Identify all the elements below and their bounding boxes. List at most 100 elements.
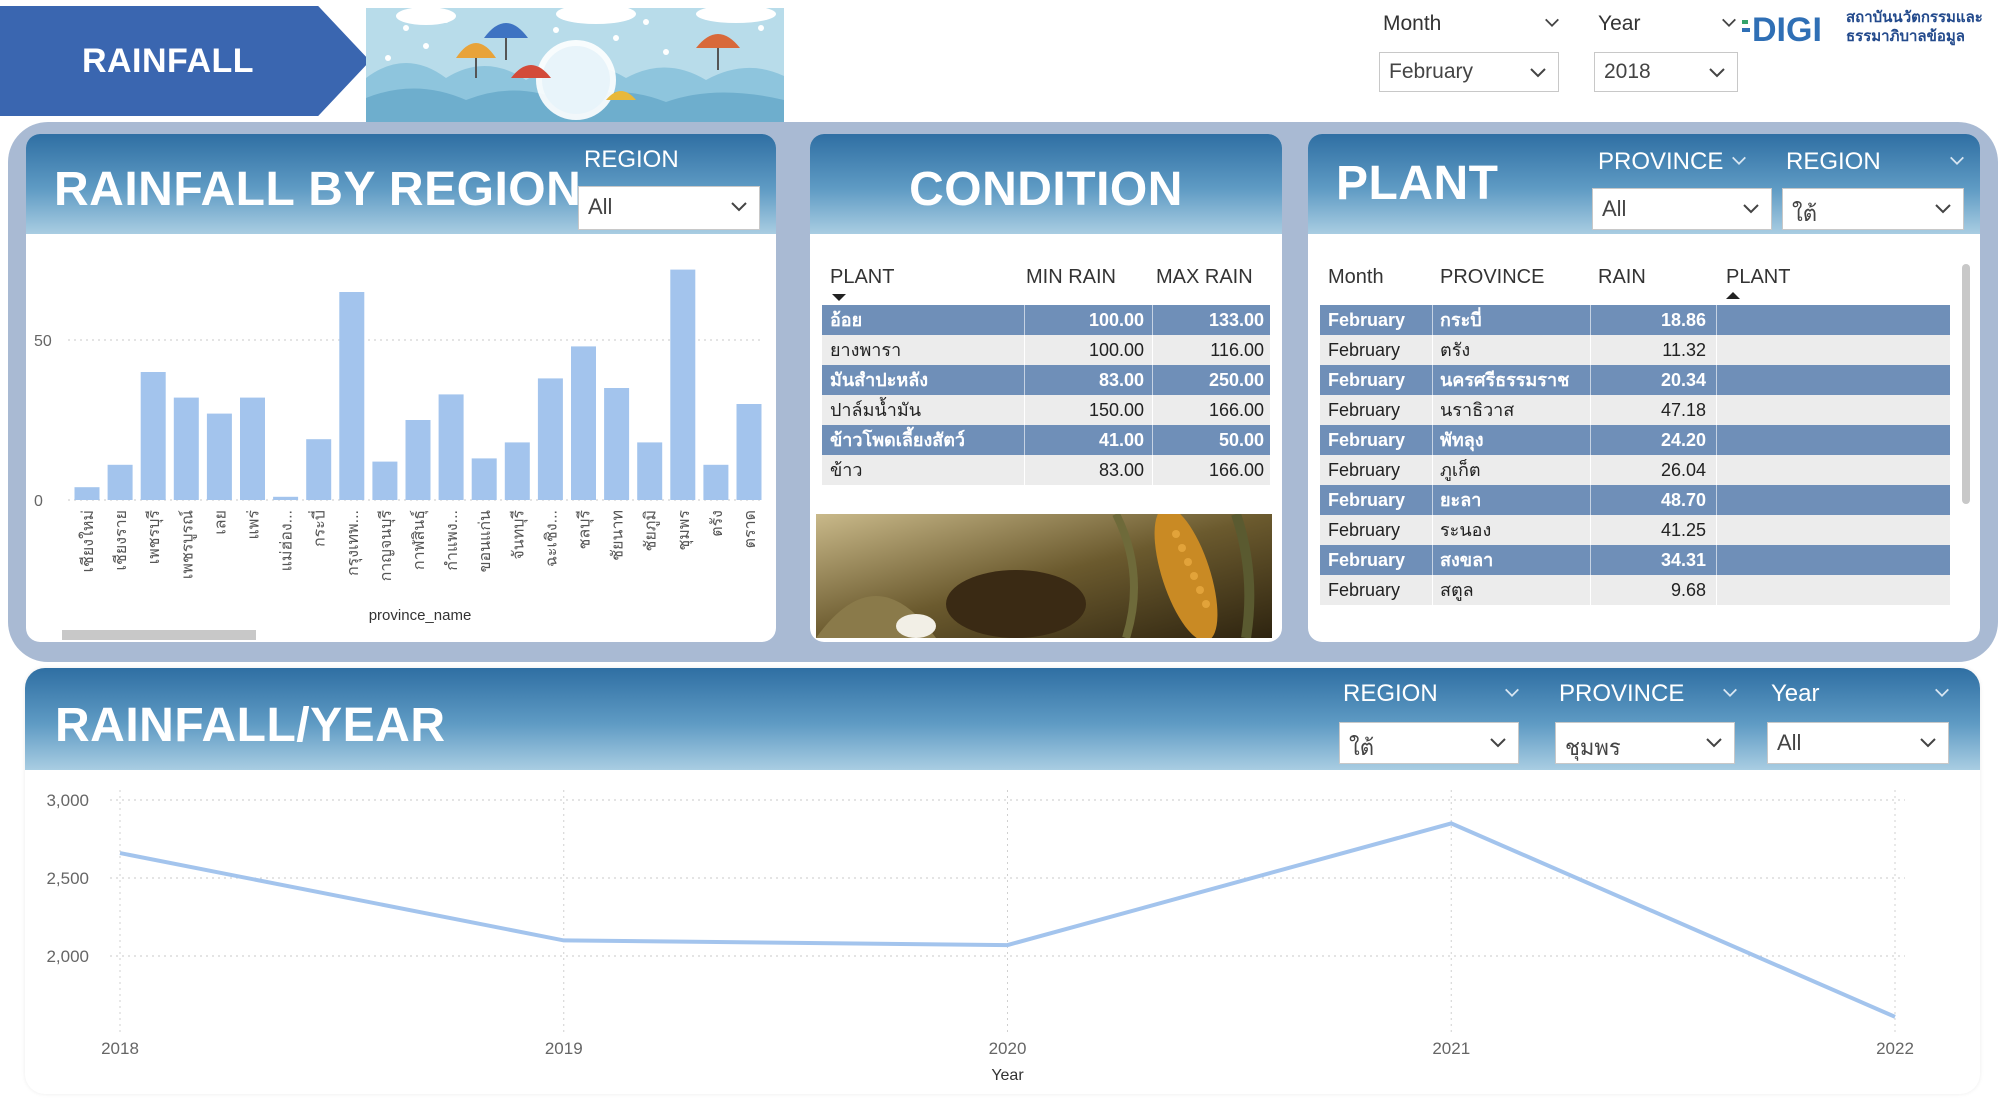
year-card-region-dropdown[interactable]: ใต้ [1339, 722, 1519, 764]
bar[interactable] [438, 394, 464, 500]
bar[interactable] [206, 413, 232, 500]
region-filter-value: All [588, 194, 613, 219]
plant-table-row[interactable]: February สงขลา 34.31 [1320, 545, 1950, 575]
plant-cell-province: ยะลา [1440, 490, 1482, 510]
plant-col-plant[interactable]: PLANT [1726, 266, 1791, 288]
year-dropdown[interactable]: 2018 [1594, 52, 1738, 92]
plant-col-month[interactable]: Month [1328, 266, 1384, 288]
year-card-year-label: Year [1771, 680, 1951, 708]
plant-cell-rain: 26.04 [1660, 460, 1706, 480]
x-tick-label: ชัยภูมิ [643, 510, 661, 551]
digi-logo: DIGI [1742, 11, 1822, 48]
bar[interactable] [670, 269, 696, 500]
x-tick-label: ขอนแก่น [477, 510, 494, 572]
plant-cell-rain: 11.32 [1662, 340, 1706, 360]
plant-cell-province: สงขลา [1440, 550, 1494, 570]
condition-table-row[interactable]: ปาล์มน้ำมัน 150.00 166.00 [822, 395, 1270, 425]
bar[interactable] [306, 439, 332, 500]
column-divider [1152, 455, 1153, 485]
plant-cell-province: สตูล [1440, 580, 1474, 600]
chevron-down-icon[interactable] [1730, 152, 1748, 170]
condition-cell-plant: ข้าวโพดเลี้ยงสัตว์ [830, 430, 966, 450]
condition-table-row[interactable]: อ้อย 100.00 133.00 [822, 305, 1270, 335]
column-divider [1432, 455, 1433, 485]
plant-col-rain[interactable]: RAIN [1598, 266, 1646, 288]
bar[interactable] [173, 397, 199, 500]
condition-cell-min-rain: 83.00 [1098, 370, 1144, 390]
plant-table-row[interactable]: February กระบี่ 18.86 [1320, 305, 1950, 335]
condition-table-row[interactable]: ยางพารา 100.00 116.00 [822, 335, 1270, 365]
x-tick-label: แพร่ [246, 510, 263, 540]
chevron-down-icon[interactable] [1948, 152, 1966, 170]
year-card-province-dropdown[interactable]: ชุมพร [1555, 722, 1735, 764]
rainfall-line-series[interactable] [119, 821, 1896, 1019]
bar[interactable] [571, 346, 596, 500]
bar[interactable] [74, 487, 100, 500]
bar[interactable] [471, 458, 497, 500]
logo-text: สถาบันนวัตกรรมและ ธรรมาภิบาลข้อมูล [1846, 8, 1983, 46]
bar[interactable] [372, 461, 398, 500]
condition-col-max-rain[interactable]: MAX RAIN [1156, 266, 1253, 288]
plant-table-row[interactable]: February นครศรีธรรมราช 20.34 [1320, 365, 1950, 395]
plant-table-scrollbar[interactable] [1962, 264, 1970, 504]
chart-horizontal-scrollbar[interactable] [62, 630, 256, 640]
plant-cell-plant [1726, 395, 1936, 425]
bar[interactable] [504, 442, 530, 500]
plant-cell-rain: 41.25 [1660, 520, 1706, 540]
condition-col-min-rain[interactable]: MIN RAIN [1026, 266, 1116, 288]
condition-cell-max-rain: 166.00 [1208, 400, 1264, 420]
column-divider [1432, 485, 1433, 515]
chevron-down-icon [1706, 738, 1722, 748]
condition-table-row[interactable]: มันสำปะหลัง 83.00 250.00 [822, 365, 1270, 395]
column-divider [1024, 305, 1025, 335]
plant-cell-month: February [1328, 550, 1406, 570]
plant-col-province[interactable]: PROVINCE [1440, 266, 1545, 288]
column-divider [1432, 365, 1433, 395]
bar[interactable] [240, 397, 265, 500]
x-tick-label: เลย [212, 510, 229, 535]
region-filter-dropdown[interactable]: ใต้ [1782, 188, 1964, 230]
bar[interactable] [736, 404, 762, 500]
chevron-down-icon [1920, 738, 1936, 748]
plant-table-row[interactable]: February ภูเก็ต 26.04 [1320, 455, 1950, 485]
year-card-year-dropdown[interactable]: All [1767, 722, 1949, 764]
column-divider [1152, 335, 1153, 365]
bar[interactable] [405, 420, 431, 500]
condition-table-row[interactable]: ข้าว 83.00 166.00 [822, 455, 1270, 485]
province-filter-value: All [1602, 196, 1627, 221]
bar[interactable] [140, 372, 166, 500]
y-tick-label: 2,000 [46, 947, 89, 966]
bar[interactable] [537, 378, 563, 500]
bar[interactable] [604, 388, 630, 500]
plant-table-row[interactable]: February นราธิวาส 47.18 [1320, 395, 1950, 425]
province-filter-dropdown[interactable]: All [1592, 188, 1772, 230]
bar[interactable] [339, 292, 365, 500]
region-filter-dropdown[interactable]: All [578, 186, 760, 230]
sort-ascending-icon[interactable] [1726, 292, 1740, 299]
column-divider [1716, 395, 1717, 425]
logo-text-line2: ธรรมาภิบาลข้อมูล [1846, 28, 1965, 45]
chevron-down-icon[interactable] [1720, 14, 1738, 32]
chevron-down-icon[interactable] [1721, 684, 1739, 702]
condition-col-plant[interactable]: PLANT [830, 266, 895, 288]
x-tick-label: กาญจนบุรี [377, 510, 396, 582]
plant-table-row[interactable]: February ตรัง 11.32 [1320, 335, 1950, 365]
plant-table-row[interactable]: February พัทลุง 24.20 [1320, 425, 1950, 455]
condition-header [810, 134, 1282, 234]
bar[interactable] [637, 442, 663, 500]
bar[interactable] [107, 464, 133, 500]
column-divider [1590, 335, 1591, 365]
plant-table-row[interactable]: February ยะลา 48.70 [1320, 485, 1950, 515]
bar[interactable] [273, 496, 299, 500]
condition-table-row[interactable]: ข้าวโพดเลี้ยงสัตว์ 41.00 50.00 [822, 425, 1270, 455]
chevron-down-icon[interactable] [1503, 684, 1521, 702]
bar[interactable] [703, 464, 729, 500]
plant-table-row[interactable]: February ระนอง 41.25 [1320, 515, 1950, 545]
plant-table-row[interactable]: February สตูล 9.68 [1320, 575, 1950, 605]
chevron-down-icon [1490, 738, 1506, 748]
chevron-down-icon[interactable] [1933, 684, 1951, 702]
month-dropdown[interactable]: February [1379, 52, 1559, 92]
x-tick-label: 2021 [1432, 1039, 1470, 1058]
sort-descending-icon[interactable] [832, 294, 846, 301]
chevron-down-icon[interactable] [1543, 14, 1561, 32]
